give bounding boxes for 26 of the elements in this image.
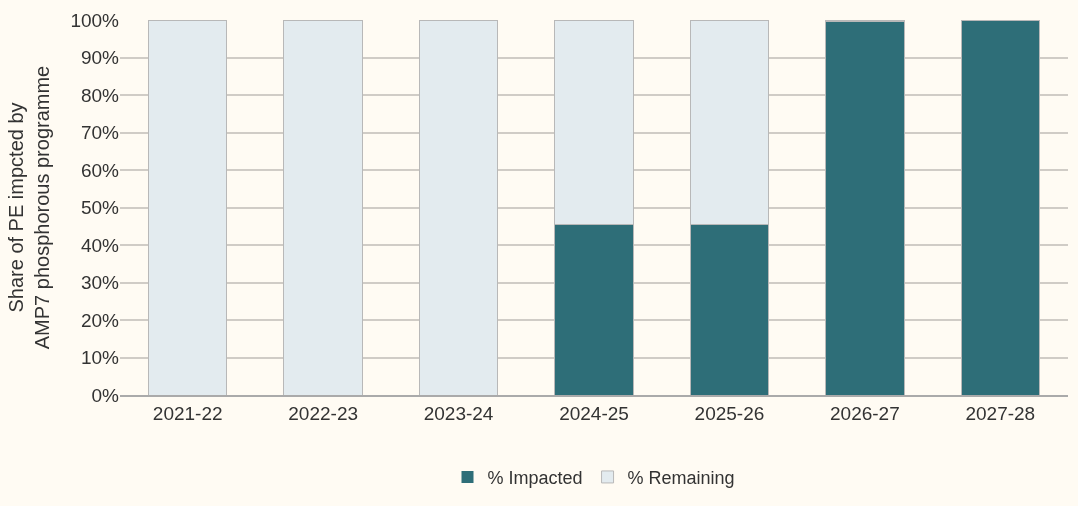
y-tick-label: 60%	[80, 159, 120, 181]
y-tick-label: 50%	[80, 197, 120, 219]
y-tick-label: 40%	[80, 234, 120, 256]
bar	[147, 20, 228, 395]
legend-label: % Remaining	[627, 467, 735, 488]
y-tick-label: 100%	[70, 9, 120, 31]
x-tick-label: 2026-27	[829, 402, 900, 424]
bar	[825, 21, 905, 395]
bar	[418, 20, 499, 395]
y-tick-label: 10%	[80, 347, 120, 369]
bar	[960, 20, 1041, 395]
x-tick-label: 2027-28	[965, 402, 1036, 424]
y-tick-label: 0%	[91, 384, 120, 406]
y-tick-label: 20%	[80, 309, 120, 331]
y-axis-title: Share of PE impcted by AMP7 phosphorous programme	[4, 65, 53, 350]
x-tick-label: 2022-23	[288, 402, 359, 424]
bar	[283, 20, 363, 395]
x-tick-label: 2023-24	[423, 402, 494, 424]
y-tick-label: 80%	[80, 84, 120, 106]
y-tick-label: 30%	[80, 272, 120, 294]
x-tick-label: 2025-26	[694, 402, 765, 424]
y-tick-label: 70%	[80, 122, 120, 144]
x-tick-label: 2024-25	[559, 402, 629, 424]
legend-label: % Impacted	[487, 467, 583, 488]
y-tick-label: 90%	[80, 47, 120, 69]
x-tick-label: 2021-22	[152, 402, 223, 424]
